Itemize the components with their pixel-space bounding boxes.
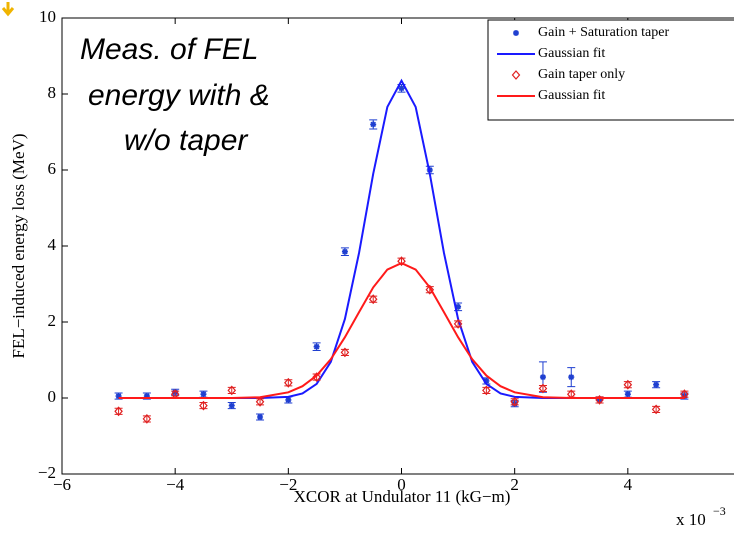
error-bar [369, 295, 378, 303]
y-tick-label: 4 [48, 235, 57, 254]
y-tick-label: 2 [48, 311, 57, 330]
x-tick-label: −4 [166, 475, 185, 494]
error-bar [340, 348, 349, 356]
x-tick-label: 4 [624, 475, 633, 494]
data-point [482, 385, 491, 396]
data-point [653, 381, 660, 388]
data-point [453, 318, 463, 329]
data-point [143, 393, 150, 400]
legend-label: Gaussian fit [538, 88, 605, 103]
data-point [227, 385, 237, 396]
data-point [623, 379, 633, 390]
data-point [142, 413, 152, 424]
x-tick-label: 2 [510, 475, 519, 494]
data-point [510, 396, 519, 407]
error-bar [652, 405, 661, 413]
data-point [228, 402, 235, 409]
y-axis-label: FEL−induced energy loss (MeV) [9, 133, 28, 358]
data-point [483, 377, 490, 384]
data-point [255, 396, 265, 407]
data-point [651, 404, 661, 415]
data-point [539, 374, 546, 381]
x-exponent: −3 [713, 504, 726, 518]
x-axis-label: XCOR at Undulator 11 (kG−m) [294, 487, 511, 506]
annotation: energy with & [88, 79, 270, 112]
y-tick-label: 6 [48, 159, 57, 178]
data-point [538, 383, 548, 394]
data-point [340, 347, 350, 358]
legend-label: Gaussian fit [538, 46, 605, 61]
data-point [200, 391, 207, 398]
y-tick-label: 8 [48, 83, 57, 102]
legend-label: Gain taper only [538, 67, 625, 82]
data-point [368, 294, 378, 305]
data-point [257, 414, 264, 420]
y-tick-label: 0 [48, 387, 57, 406]
error-bar [623, 381, 632, 389]
data-point [313, 343, 320, 350]
data-point [312, 372, 321, 383]
data-point [680, 389, 689, 400]
data-point [115, 393, 122, 400]
x-multiplier: x 10 [676, 510, 706, 529]
fit-line [118, 262, 685, 399]
fit-line [118, 78, 685, 399]
data-point [114, 406, 123, 417]
error-bar [284, 379, 293, 387]
legend-label: Gain + Saturation taper [538, 25, 669, 40]
data-point [370, 121, 377, 128]
data-point [341, 248, 348, 255]
error-bar [114, 407, 123, 415]
annotation: Meas. of FEL [80, 33, 258, 66]
data-point [284, 377, 293, 388]
y-tick-label: −2 [38, 463, 56, 482]
data-point [398, 85, 405, 92]
data-point [568, 374, 575, 381]
data-point [285, 396, 292, 403]
legend-marker [511, 70, 521, 80]
error-bar [538, 384, 547, 393]
data-point [199, 400, 208, 411]
data-point [397, 256, 406, 267]
error-bar [256, 398, 265, 406]
legend-marker [513, 30, 519, 36]
error-bar [482, 386, 491, 394]
x-tick-label: −2 [279, 475, 297, 494]
x-tick-label: 0 [397, 475, 406, 494]
annotation: w/o taper [124, 124, 248, 157]
error-bar [227, 386, 236, 394]
error-bar [199, 402, 208, 410]
legend: Gain + Saturation taper Gaussian fit Gain … [497, 25, 669, 103]
error-bar [510, 398, 519, 406]
x-tick-label: −6 [53, 475, 71, 494]
data-point [455, 303, 462, 310]
data-point [624, 391, 631, 398]
error-bar [454, 320, 463, 328]
data-point [425, 284, 435, 295]
error-bar [142, 415, 151, 423]
plot-area [61, 17, 689, 475]
legend-box [487, 19, 734, 121]
y-tick-label: 10 [39, 7, 56, 26]
arrow-icon [1, 2, 15, 17]
